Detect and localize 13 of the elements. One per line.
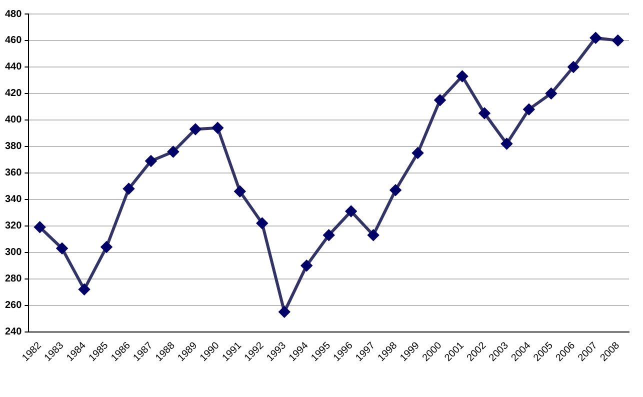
y-tick-label: 260 [4, 300, 22, 312]
y-tick-label: 300 [4, 247, 22, 258]
y-tick-label: 460 [4, 35, 22, 46]
y-tick-label: 360 [4, 168, 22, 179]
y-tick-label: 400 [4, 114, 22, 126]
y-tick-label: 320 [4, 220, 22, 232]
y-tick-label: 480 [4, 8, 22, 20]
y-tick-label: 380 [4, 141, 22, 152]
y-tick-label: 440 [4, 62, 22, 73]
y-tick-label: 240 [4, 326, 22, 338]
y-tick-label: 420 [4, 88, 22, 100]
y-tick-label: 280 [4, 274, 22, 285]
y-tick-label: 340 [4, 194, 22, 206]
